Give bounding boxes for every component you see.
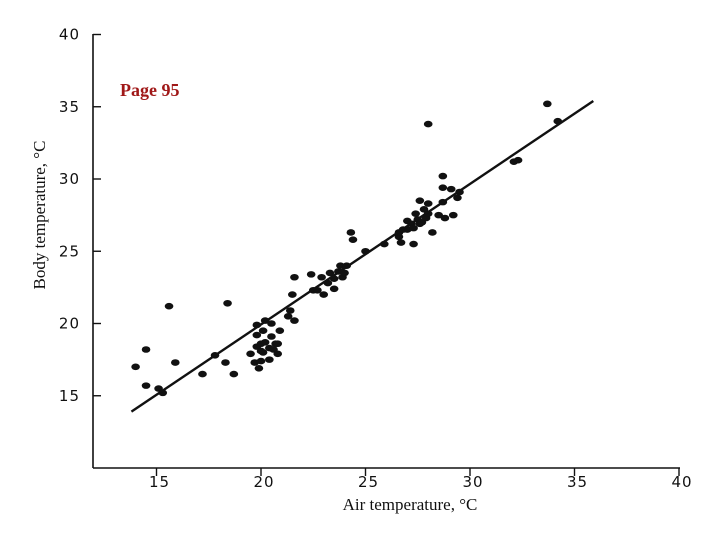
- x-tick-label: 40: [671, 473, 692, 491]
- data-point: [273, 350, 283, 358]
- data-point: [440, 214, 450, 222]
- regression-line-group: [130, 99, 594, 413]
- x-tick-label: 30: [462, 473, 483, 491]
- y-tick-label: 30: [59, 170, 80, 188]
- tick-labels: 15 20 25 30 35 40 15 20 25 30 35 40: [59, 26, 692, 492]
- data-point: [258, 327, 268, 335]
- data-point: [329, 285, 339, 293]
- y-tick-label: 25: [59, 242, 80, 260]
- x-tick-label: 25: [358, 473, 379, 491]
- data-point: [306, 271, 316, 278]
- data-point: [319, 291, 329, 298]
- data-point: [409, 240, 418, 248]
- data-point: [411, 210, 420, 217]
- data-point: [267, 333, 276, 340]
- data-point: [317, 273, 326, 281]
- data-point: [438, 172, 448, 180]
- data-point: [267, 320, 276, 327]
- data-point: [446, 185, 456, 193]
- data-point: [348, 236, 358, 243]
- y-tick-label: 40: [59, 26, 80, 44]
- y-tick-label: 15: [59, 387, 80, 405]
- data-point: [438, 184, 448, 191]
- data-point: [164, 302, 174, 310]
- data-point: [254, 364, 264, 372]
- y-axis-title: Body temperature, °C: [30, 141, 49, 290]
- data-point: [448, 211, 458, 219]
- x-tick-label: 15: [149, 473, 170, 491]
- regression-line: [130, 99, 594, 413]
- y-tick-label: 35: [59, 98, 80, 116]
- data-point: [171, 359, 180, 366]
- data-point: [453, 194, 462, 202]
- data-point: [141, 346, 151, 353]
- axes: [92, 34, 680, 469]
- data-point: [423, 200, 433, 207]
- data-point: [260, 338, 270, 346]
- data-point: [423, 120, 433, 128]
- data-point: [290, 273, 299, 281]
- data-point: [141, 382, 151, 389]
- data-point: [336, 262, 345, 270]
- data-point: [221, 359, 230, 366]
- data-point: [288, 291, 297, 298]
- data-point: [325, 269, 335, 277]
- data-point: [409, 224, 418, 232]
- data-point: [543, 100, 552, 108]
- page-label: Page 95: [120, 80, 180, 100]
- data-point: [415, 197, 425, 204]
- data-point: [346, 229, 356, 236]
- data-point: [434, 211, 443, 219]
- data-point: [265, 356, 274, 363]
- data-point: [275, 327, 285, 335]
- data-point: [290, 317, 299, 324]
- data-point: [246, 350, 255, 358]
- x-tick-label: 20: [253, 473, 274, 491]
- data-point: [229, 370, 239, 378]
- data-point: [252, 331, 262, 339]
- data-point: [340, 269, 349, 277]
- tick-marks: [93, 33, 680, 476]
- data-point: [256, 357, 266, 365]
- data-point: [131, 363, 140, 371]
- data-points: [131, 100, 563, 397]
- data-point: [428, 229, 437, 236]
- data-point: [273, 340, 283, 348]
- x-tick-label: 35: [567, 473, 588, 491]
- data-point: [513, 156, 523, 164]
- data-point: [258, 349, 268, 356]
- data-point: [396, 239, 406, 246]
- x-axis-title: Air temperature, °C: [343, 495, 478, 514]
- data-point: [223, 299, 232, 307]
- y-tick-label: 20: [59, 315, 80, 333]
- data-point: [285, 307, 295, 314]
- data-point: [198, 370, 207, 378]
- data-point: [283, 312, 293, 320]
